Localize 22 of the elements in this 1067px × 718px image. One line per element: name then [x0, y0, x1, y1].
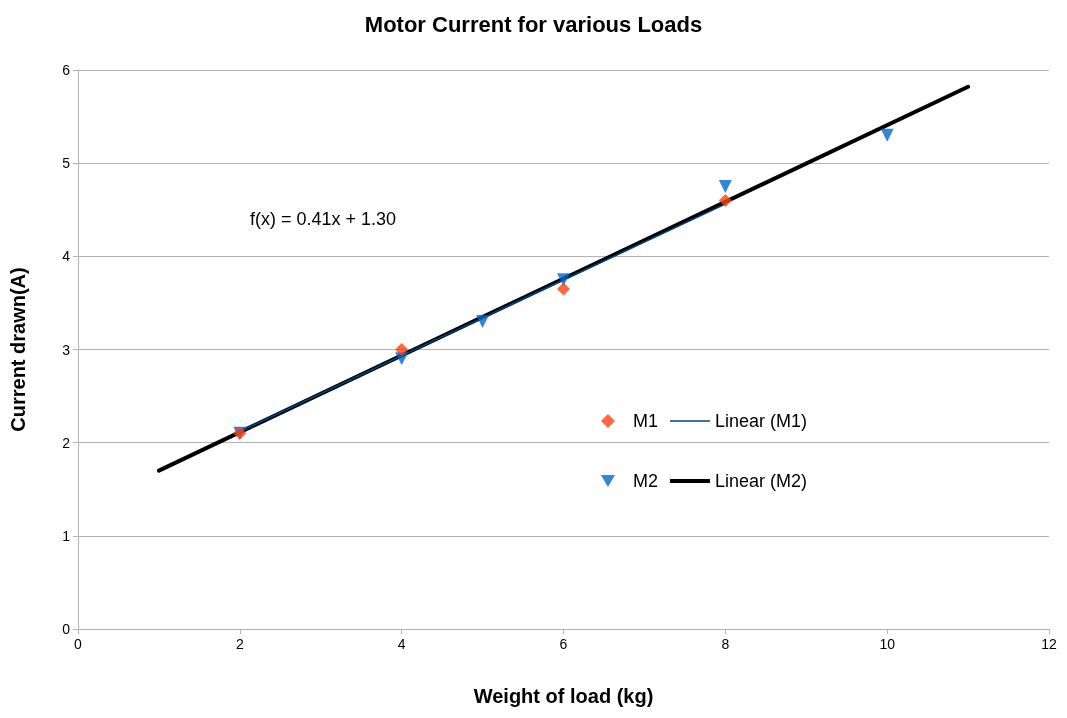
legend-label: M1: [632, 411, 658, 431]
y-tick-label: 5: [62, 155, 71, 172]
x-tick-label: 6: [559, 636, 568, 652]
x-tick-label: 10: [879, 636, 896, 652]
y-tick-label: 3: [62, 341, 71, 358]
legend-label: M2: [632, 471, 658, 491]
legend-label: Linear (M1): [714, 411, 807, 431]
x-tick-label: 8: [721, 636, 730, 652]
y-tick-label: 0: [62, 621, 71, 637]
x-tick-label: 4: [397, 636, 406, 652]
y-tick-label: 4: [62, 248, 71, 265]
y-tick-label: 6: [62, 62, 71, 78]
annotation: f(x) = 0.41x + 1.30: [250, 209, 397, 229]
x-tick-label: 12: [1041, 636, 1057, 652]
x-tick-label: 2: [235, 636, 244, 652]
legend-label: Linear (M2): [714, 471, 807, 491]
x-axis-title: Weight of load (kg): [473, 685, 654, 707]
y-tick-label: 1: [62, 527, 71, 544]
y-tick-label: 2: [62, 434, 71, 451]
chart-title: Motor Current for various Loads: [364, 11, 703, 37]
x-tick-label: 0: [74, 636, 83, 652]
y-axis-title: Current drawn(A): [7, 267, 29, 432]
